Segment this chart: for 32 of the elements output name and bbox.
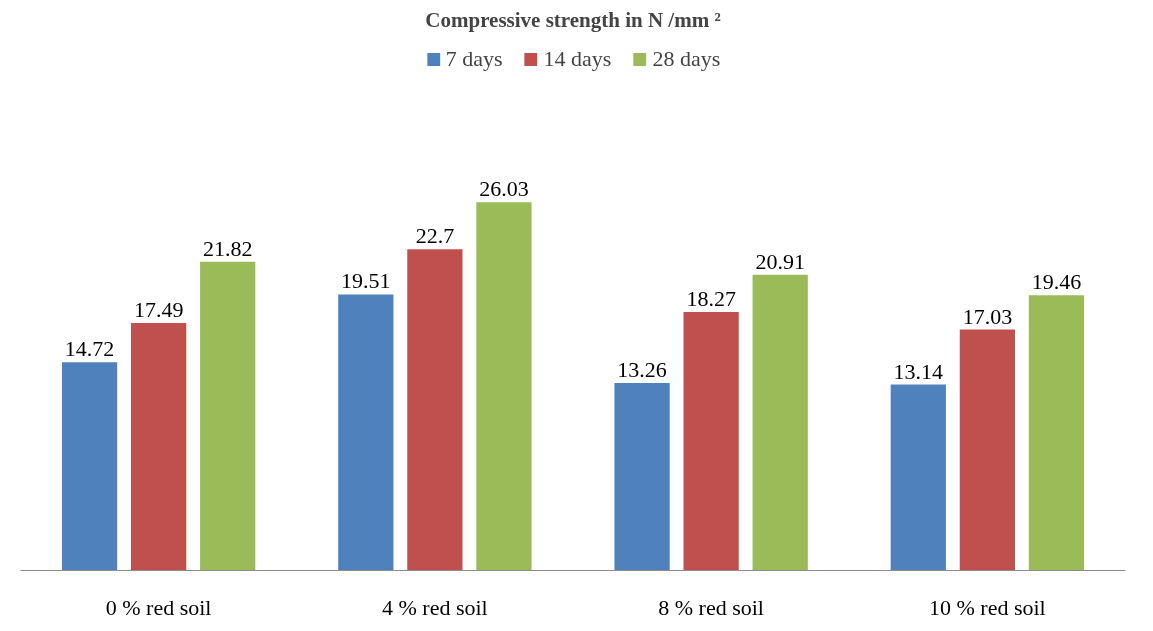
bar [752,274,808,571]
legend-label: 14 days [543,46,612,72]
data-label: 17.03 [962,303,1013,329]
bar [338,294,394,571]
legend-label: 28 days [652,46,721,72]
bar [614,382,670,571]
x-tick-label: 4 % red soil [382,594,488,620]
bar [200,261,256,571]
data-label: 13.26 [617,356,667,382]
bar [959,329,1015,571]
bar [407,249,463,571]
data-label: 22.7 [415,223,455,249]
bar [476,202,532,571]
legend-label: 7 days [445,46,503,72]
bar [131,323,187,571]
data-label: 21.82 [202,235,253,261]
data-label: 14.72 [64,336,115,362]
chart-title: Compressive strength in N /mm ² [425,7,721,32]
data-label: 17.49 [133,297,184,323]
data-label: 26.03 [479,176,529,202]
data-label: 18.27 [686,286,736,312]
x-tick-label: 0 % red soil [105,594,212,620]
x-tick-label: 8 % red soil [658,594,764,620]
bar [683,312,739,571]
bar [61,362,118,571]
data-label: 20.91 [755,248,805,274]
data-label: 13.14 [893,358,944,384]
x-tick-label: 10 % red soil [929,594,1046,620]
bar [1028,295,1085,571]
data-label: 19.51 [341,268,391,294]
bar [890,384,946,571]
data-label: 19.46 [1031,269,1082,295]
